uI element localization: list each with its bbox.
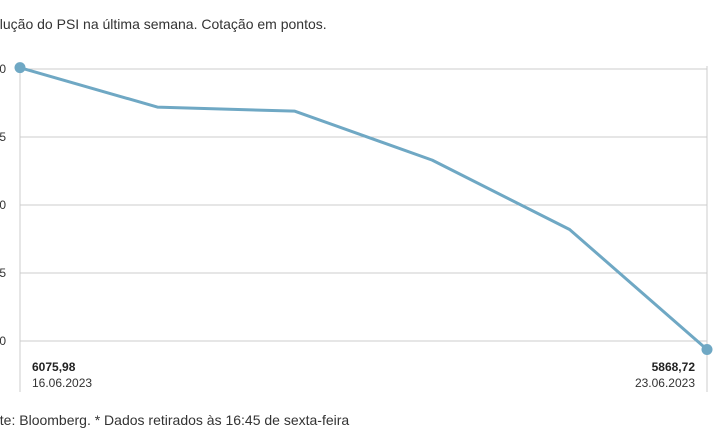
y-tick-label: 5 <box>0 266 6 280</box>
annotation-value: 6075,98 <box>32 360 76 374</box>
data-point-marker <box>14 62 26 74</box>
psi-series-line <box>19 66 708 351</box>
annotation-value: 5868,72 <box>652 360 696 374</box>
chart-source-note: nte: Bloomberg. * Dados retirados às 16:… <box>0 412 350 428</box>
annotation-date: 23.06.2023 <box>635 376 695 390</box>
y-tick-label: 0 <box>0 334 6 348</box>
y-tick-label: 0 <box>0 198 6 212</box>
annotation-date: 16.06.2023 <box>32 376 92 390</box>
y-tick-label: 0 <box>0 62 6 76</box>
chart-subtitle: olução do PSI na última semana. Cotação … <box>0 16 327 32</box>
y-tick-label: 5 <box>0 130 6 144</box>
data-point-marker <box>701 344 713 356</box>
